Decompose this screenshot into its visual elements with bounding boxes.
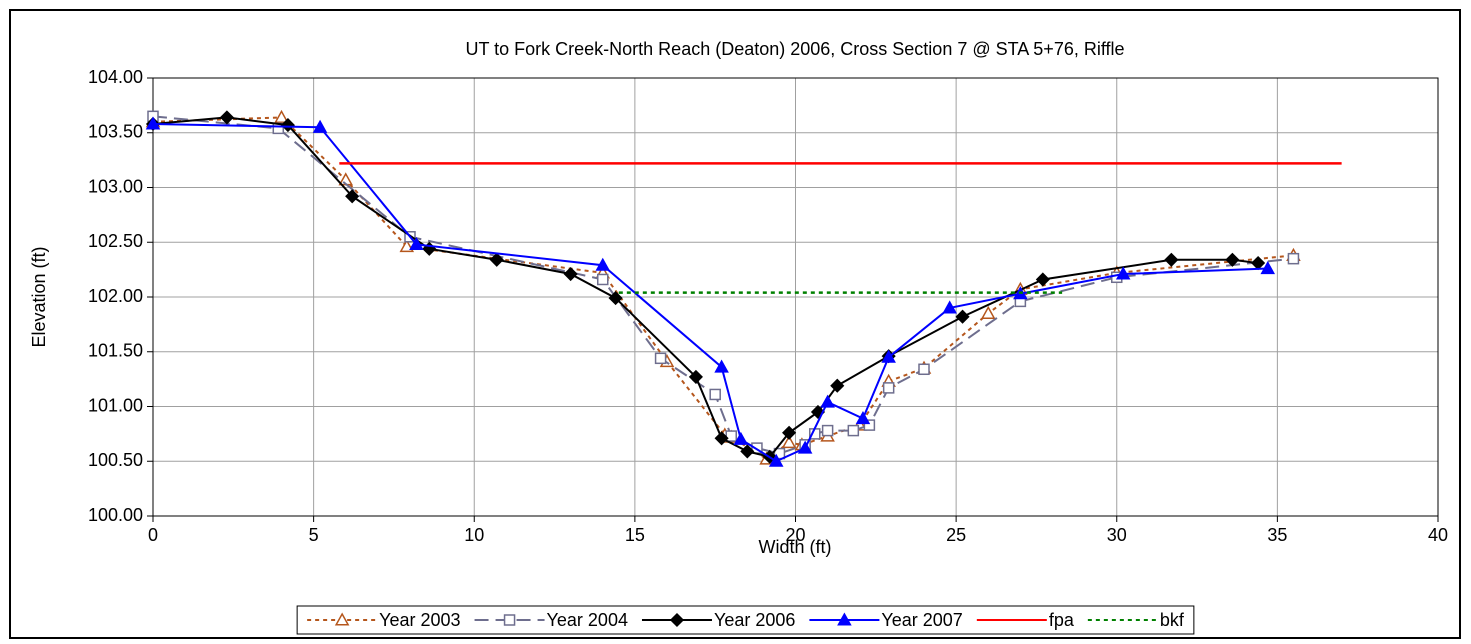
x-tick-label: 25 — [946, 525, 966, 545]
x-tick-label: 20 — [785, 525, 805, 545]
marker — [837, 612, 852, 626]
marker — [820, 394, 835, 408]
marker — [145, 116, 161, 130]
marker — [345, 189, 360, 204]
chart-title: UT to Fork Creek-North Reach (Deaton) 20… — [465, 39, 1124, 59]
marker — [219, 110, 234, 125]
y-axis-label: Elevation (ft) — [29, 246, 49, 347]
y-tick-label: 103.00 — [88, 176, 143, 196]
marker — [782, 425, 797, 440]
legend-label: Year 2004 — [547, 610, 628, 630]
legend-item: bkf — [1087, 610, 1185, 630]
x-tick-label: 5 — [309, 525, 319, 545]
legend-item: Year 2003 — [307, 610, 461, 630]
x-axis-label: Width (ft) — [758, 537, 831, 557]
marker — [597, 273, 609, 286]
marker — [855, 411, 871, 425]
marker — [797, 440, 813, 454]
marker — [503, 614, 516, 626]
legend-label: bkf — [1160, 610, 1185, 630]
plot-border — [152, 77, 1439, 517]
x-tick-label: 30 — [1107, 525, 1127, 545]
marker — [654, 352, 667, 365]
marker — [669, 612, 685, 628]
marker — [334, 612, 350, 626]
marker — [725, 430, 737, 442]
marker — [595, 257, 611, 271]
marker — [881, 349, 896, 363]
legend-item: Year 2004 — [474, 610, 628, 630]
y-tick-label: 100.00 — [88, 505, 143, 525]
y-tick-label: 102.00 — [88, 286, 143, 306]
legend-item: fpa — [976, 610, 1075, 630]
marker — [1115, 266, 1131, 280]
x-tick-label: 35 — [1267, 525, 1287, 545]
marker — [733, 431, 749, 445]
x-tick-label: 15 — [625, 525, 645, 545]
legend: Year 2003 Year 2004 Year 2006 Year 2007 fpa b… — [296, 605, 1195, 635]
y-tick-label: 101.00 — [88, 395, 143, 415]
marker — [955, 309, 970, 324]
marker — [489, 252, 504, 267]
marker — [1164, 252, 1179, 267]
x-tick-label: 0 — [148, 525, 158, 545]
marker — [563, 266, 578, 282]
marker — [1260, 260, 1276, 275]
marker — [399, 239, 415, 253]
marker — [830, 378, 845, 393]
marker — [1035, 272, 1050, 287]
marker — [768, 453, 784, 467]
y-tick-label: 102.50 — [88, 231, 143, 251]
marker — [847, 424, 860, 437]
marker — [863, 419, 876, 431]
y-tick-label: 101.50 — [88, 341, 143, 361]
legend-item: Year 2007 — [809, 610, 963, 630]
legend-item: Year 2006 — [641, 610, 795, 630]
marker — [773, 447, 786, 460]
marker — [740, 444, 755, 459]
marker — [608, 291, 623, 306]
y-tick-label: 104.00 — [88, 67, 143, 87]
y-tick-label: 103.50 — [88, 122, 143, 142]
legend-label: fpa — [1049, 610, 1075, 630]
marker — [1225, 252, 1240, 267]
marker — [280, 118, 295, 133]
marker — [312, 119, 328, 133]
marker — [409, 236, 424, 250]
marker — [781, 435, 797, 449]
y-tick-label: 100.50 — [88, 450, 143, 470]
x-tick-label: 40 — [1428, 525, 1448, 545]
marker — [918, 363, 930, 376]
marker — [709, 388, 721, 401]
marker — [821, 424, 834, 437]
marker — [980, 305, 996, 319]
marker — [688, 369, 703, 384]
marker — [882, 382, 895, 394]
legend-label: Year 2006 — [714, 610, 795, 630]
marker — [714, 359, 729, 373]
marker — [714, 431, 729, 446]
marker — [942, 300, 957, 314]
legend-label: Year 2007 — [881, 610, 962, 630]
x-tick-label: 10 — [464, 525, 484, 545]
marker — [274, 109, 289, 123]
legend-label: Year 2003 — [379, 610, 460, 630]
marker — [1287, 252, 1300, 265]
